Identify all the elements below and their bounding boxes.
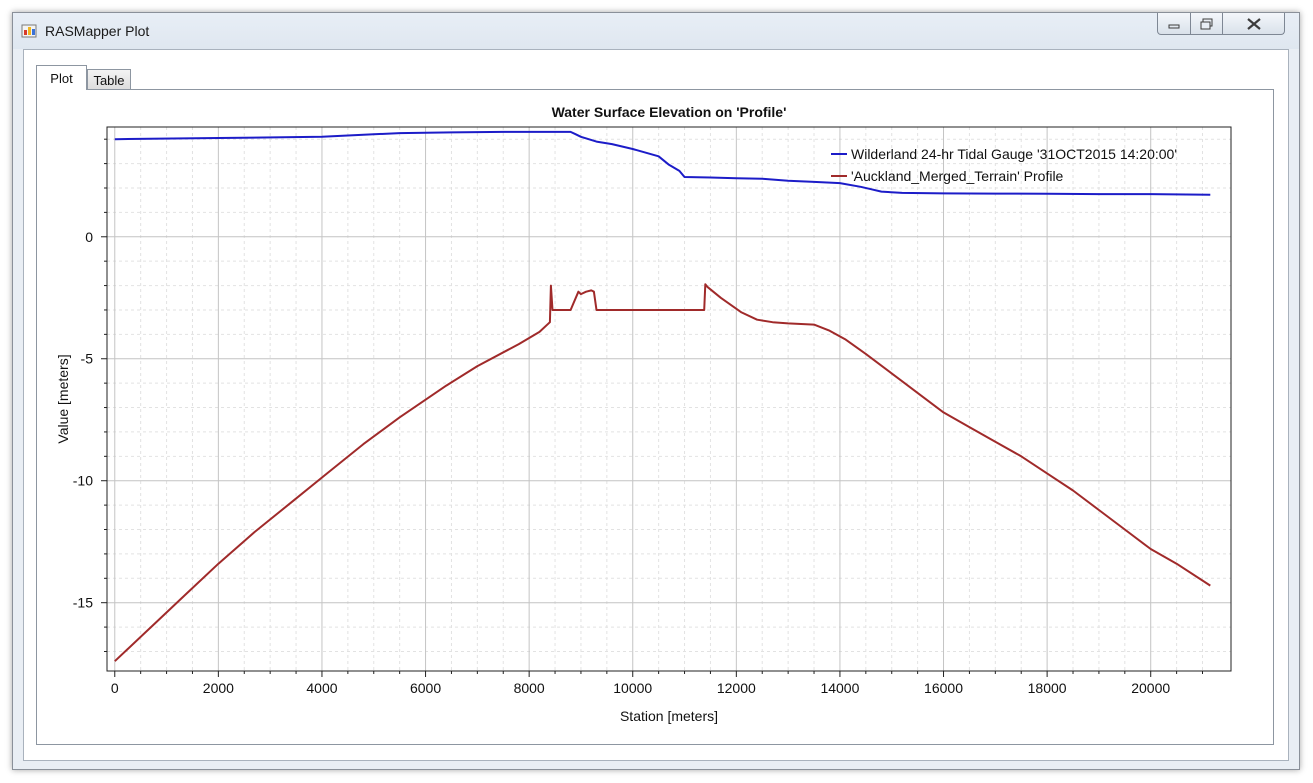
window-title: RASMapper Plot [45, 23, 150, 39]
tab-plot[interactable]: Plot [36, 65, 87, 90]
x-tick-label: 16000 [924, 680, 963, 696]
y-tick-label: -10 [73, 473, 93, 489]
close-icon [1246, 17, 1261, 30]
x-tick-label: 2000 [203, 680, 234, 696]
water-surface-chart[interactable]: 0 2000 4000 6000 8000 10000 12000 14000 16000 180… [37, 90, 1273, 744]
client-area: Plot Table 0 2000 4000 6000 8000 10000 12000 14… [23, 49, 1289, 761]
title-bar[interactable]: RASMapper Plot [13, 13, 1299, 49]
maximize-button[interactable] [1191, 13, 1223, 35]
minimize-icon [1168, 24, 1180, 28]
x-tick-label: 14000 [820, 680, 859, 696]
y-tick-label: -5 [81, 351, 94, 367]
plot-panel: 0 2000 4000 6000 8000 10000 12000 14000 16000 180… [36, 89, 1274, 745]
x-tick-label: 10000 [613, 680, 652, 696]
y-axis-label: Value [meters] [55, 354, 71, 443]
x-tick-label: 18000 [1028, 680, 1067, 696]
restore-icon [1200, 18, 1212, 29]
window-controls [1157, 13, 1289, 39]
x-tick-label: 8000 [514, 680, 545, 696]
plot-area-frame [106, 126, 1232, 672]
chart-title: Water Surface Elevation on 'Profile' [552, 104, 787, 120]
legend-label-1: Wilderland 24-hr Tidal Gauge '31OCT2015 … [851, 146, 1177, 162]
x-tick-label: 20000 [1131, 680, 1170, 696]
x-tick-label: 0 [111, 680, 119, 696]
x-axis-label: Station [meters] [620, 708, 718, 724]
rasmapper-plot-window: RASMapper Plot Plot Table 0 2000 4000 6000 8… [12, 12, 1300, 770]
x-tick-label: 4000 [306, 680, 337, 696]
minimize-button[interactable] [1157, 13, 1191, 35]
series-line-2[interactable] [114, 283, 1211, 662]
y-tick-label: -15 [73, 595, 93, 611]
legend-label-2: 'Auckland_Merged_Terrain' Profile [851, 168, 1064, 184]
x-tick-label: 12000 [717, 680, 756, 696]
y-tick-label: 0 [85, 229, 93, 245]
close-button[interactable] [1223, 13, 1285, 35]
x-tick-label: 6000 [410, 680, 441, 696]
tab-table[interactable]: Table [87, 69, 131, 90]
app-icon [21, 24, 37, 38]
series-line-1[interactable] [114, 130, 1211, 196]
